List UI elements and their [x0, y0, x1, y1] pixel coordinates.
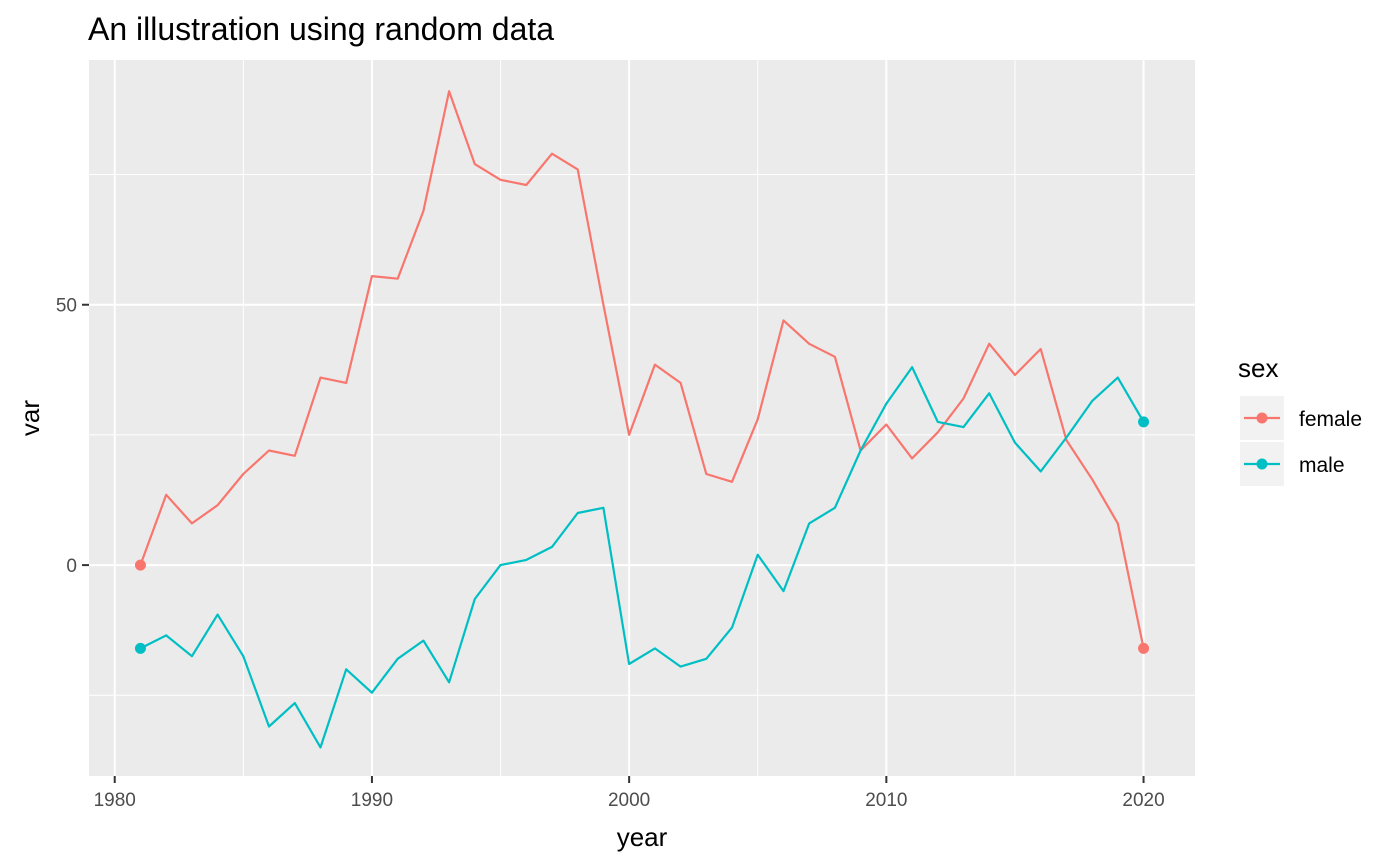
legend-items: female male	[1240, 396, 1362, 486]
legend-label-female: female	[1299, 408, 1362, 431]
data-point-female	[134, 559, 146, 571]
x-tick-label: 2020	[1122, 790, 1164, 811]
series-line-female	[139, 90, 1145, 649]
major-gridlines	[89, 60, 1195, 776]
y-tick-label: 0	[66, 556, 77, 577]
x-tick-label: 1990	[351, 790, 393, 811]
chart-title: An illustration using random data	[88, 11, 554, 47]
tick-labels: 1980 1990 2000 2010 2020 0 50	[56, 296, 1165, 811]
series-lines	[139, 90, 1145, 749]
y-axis-title: var	[15, 400, 45, 436]
data-point-male	[1138, 416, 1150, 428]
legend-marker-female	[1256, 412, 1268, 424]
x-axis-title: year	[617, 822, 668, 852]
series-line-male	[139, 366, 1145, 749]
data-point-female	[1138, 642, 1150, 654]
legend-marker-male	[1256, 458, 1268, 470]
legend-label-male: male	[1299, 454, 1345, 477]
axis-ticks	[82, 303, 1145, 783]
y-tick-label: 50	[56, 296, 77, 317]
x-tick-label: 2010	[865, 790, 907, 811]
series-endpoints	[134, 416, 1150, 654]
plot-panel	[89, 60, 1195, 776]
data-point-male	[134, 642, 146, 654]
legend-title: sex	[1238, 353, 1278, 383]
x-tick-label: 2000	[608, 790, 650, 811]
x-tick-label: 1980	[94, 790, 136, 811]
legend: sex female male	[1238, 353, 1362, 486]
